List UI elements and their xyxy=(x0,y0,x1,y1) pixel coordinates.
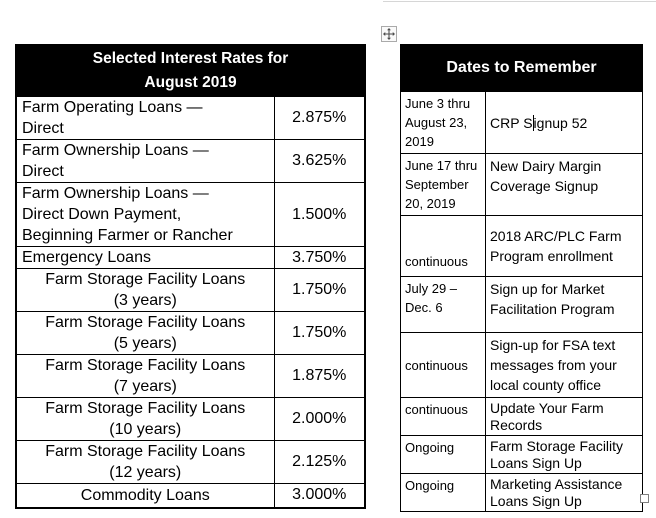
table-row: Farm Operating Loans — Direct 2.875% xyxy=(15,96,366,140)
date-cell[interactable]: continuous xyxy=(400,332,486,398)
table-row: June 3 thru August 23, 2019 CRP Signup 5… xyxy=(400,91,643,154)
table-row: July 29 – Dec. 6 Sign up for Market Faci… xyxy=(400,276,643,333)
table-header-row: Selected Interest Rates for August 2019 xyxy=(15,44,366,97)
date-cell[interactable]: July 29 – Dec. 6 xyxy=(400,276,486,333)
table-row: continuous 2018 ARC/PLC Farm Program enr… xyxy=(400,215,643,277)
loan-rate-cell[interactable]: 1.750% xyxy=(273,311,366,355)
loan-name-cell[interactable]: Farm Storage Facility Loans (12 years) xyxy=(15,440,275,484)
table-move-handle[interactable] xyxy=(381,26,397,42)
event-cell[interactable]: Sign up for Market Facilitation Program xyxy=(485,276,643,333)
dates-to-remember-table: Dates to Remember June 3 thru August 23,… xyxy=(400,44,643,512)
event-cell[interactable]: New Dairy Margin Coverage Signup xyxy=(485,153,643,216)
table-row: Farm Storage Facility Loans (7 years) 1.… xyxy=(15,354,366,398)
loan-rate-cell[interactable]: 3.000% xyxy=(273,483,366,508)
loan-name-cell[interactable]: Farm Operating Loans — Direct xyxy=(15,96,275,140)
page-boundary-line xyxy=(383,1,656,2)
table-row: June 17 thru September 20, 2019 New Dair… xyxy=(400,153,643,216)
table-row: continuous Sign-up for FSA text messages… xyxy=(400,332,643,398)
loan-name-cell[interactable]: Farm Storage Facility Loans (10 years) xyxy=(15,397,275,441)
date-cell[interactable]: Ongoing xyxy=(400,473,486,512)
table-row: Farm Ownership Loans — Direct 3.625% xyxy=(15,139,366,183)
loan-name-cell[interactable]: Emergency Loans xyxy=(15,246,275,269)
event-cell[interactable]: Update Your Farm Records xyxy=(485,397,643,436)
loan-rate-cell[interactable]: 1.750% xyxy=(273,268,366,312)
loan-name-cell[interactable]: Farm Storage Facility Loans (5 years) xyxy=(15,311,275,355)
loan-name-cell[interactable]: Commodity Loans xyxy=(15,483,275,508)
loan-rate-cell[interactable]: 2.125% xyxy=(273,440,366,484)
loan-name-cell[interactable]: Farm Storage Facility Loans (3 years) xyxy=(15,268,275,312)
event-text-before-cursor: CRP S xyxy=(490,114,533,131)
loan-name-cell[interactable]: Farm Ownership Loans — Direct Down Payme… xyxy=(15,182,275,247)
table-resize-handle[interactable] xyxy=(640,494,649,503)
table-row: Farm Storage Facility Loans (5 years) 1.… xyxy=(15,311,366,355)
text-cursor-caret xyxy=(532,114,534,131)
loan-rate-cell[interactable]: 3.750% xyxy=(273,246,366,269)
loan-rate-cell[interactable]: 3.625% xyxy=(273,139,366,183)
four-way-arrow-icon xyxy=(383,28,395,40)
table-header-row: Dates to Remember xyxy=(400,44,643,92)
loan-rate-cell[interactable]: 1.875% xyxy=(273,354,366,398)
event-cell[interactable]: 2018 ARC/PLC Farm Program enrollment xyxy=(485,215,643,277)
event-cell[interactable]: Marketing Assistance Loans Sign Up xyxy=(485,473,643,512)
table-row: Ongoing Marketing Assistance Loans Sign … xyxy=(400,473,643,512)
table-row: Farm Storage Facility Loans (3 years) 1.… xyxy=(15,268,366,312)
date-cell[interactable]: June 17 thru September 20, 2019 xyxy=(400,153,486,216)
date-cell[interactable]: Ongoing xyxy=(400,435,486,474)
interest-rates-title[interactable]: Selected Interest Rates for August 2019 xyxy=(15,44,366,97)
event-text-after-cursor: ignup 52 xyxy=(533,114,588,131)
loan-name-cell[interactable]: Farm Ownership Loans — Direct xyxy=(15,139,275,183)
date-cell[interactable]: June 3 thru August 23, 2019 xyxy=(400,91,486,154)
date-cell[interactable]: continuous xyxy=(400,397,486,436)
loan-rate-cell[interactable]: 2.875% xyxy=(273,96,366,140)
dates-to-remember-title[interactable]: Dates to Remember xyxy=(400,44,643,92)
table-row: continuous Update Your Farm Records xyxy=(400,397,643,436)
loan-name-cell[interactable]: Farm Storage Facility Loans (7 years) xyxy=(15,354,275,398)
table-row: Emergency Loans 3.750% xyxy=(15,246,366,269)
loan-rate-cell[interactable]: 2.000% xyxy=(273,397,366,441)
interest-rates-table: Selected Interest Rates for August 2019 … xyxy=(15,44,367,509)
table-row: Commodity Loans 3.000% xyxy=(15,483,366,508)
table-row: Farm Ownership Loans — Direct Down Payme… xyxy=(15,182,366,247)
table-row: Farm Storage Facility Loans (10 years) 2… xyxy=(15,397,366,441)
event-cell[interactable]: Sign-up for FSA text messages from your … xyxy=(485,332,643,398)
date-cell[interactable]: continuous xyxy=(400,215,486,277)
event-cell[interactable]: CRP Signup 52 xyxy=(485,91,643,154)
table-row: Ongoing Farm Storage Facility Loans Sign… xyxy=(400,435,643,474)
table-row: Farm Storage Facility Loans (12 years) 2… xyxy=(15,440,366,484)
event-cell[interactable]: Farm Storage Facility Loans Sign Up xyxy=(485,435,643,474)
loan-rate-cell[interactable]: 1.500% xyxy=(273,182,366,247)
